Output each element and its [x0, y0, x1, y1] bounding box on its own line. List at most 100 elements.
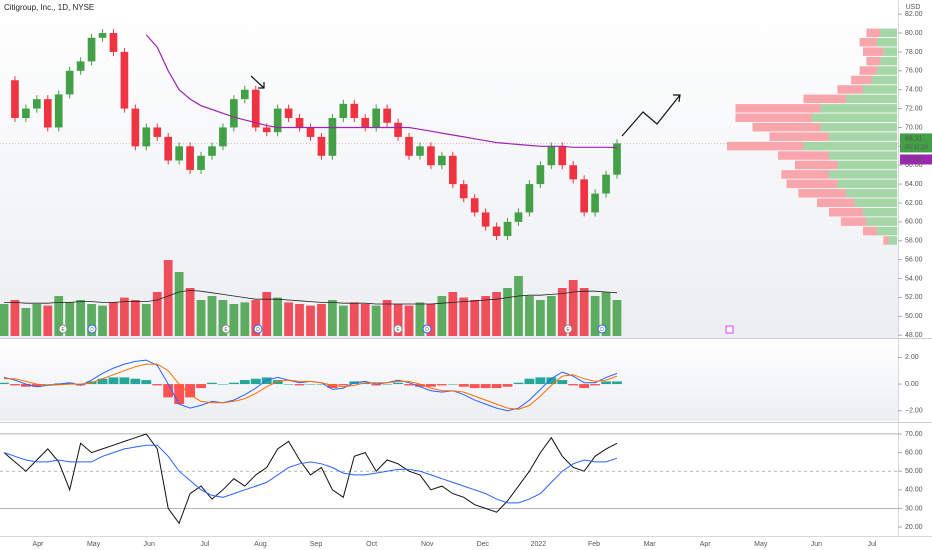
volume-bar: [601, 292, 611, 336]
x-tick-label: Nov: [421, 541, 434, 548]
volume-bar: [65, 302, 75, 336]
candle-body: [284, 108, 293, 119]
profile-down: [863, 226, 877, 236]
volume-bar: [251, 300, 261, 336]
candle-body: [262, 127, 271, 133]
volume-bar: [470, 300, 480, 336]
candle-body: [536, 165, 545, 185]
volume-bar: [240, 302, 250, 336]
event-label: D: [425, 327, 429, 333]
event-marker[interactable]: D: [597, 324, 607, 334]
y-tick-label: 58.00: [905, 238, 923, 245]
candle-body: [175, 146, 183, 161]
macd-histogram: [436, 384, 447, 386]
volume-bar: [481, 296, 491, 336]
candle-body: [317, 136, 326, 156]
candle-body: [120, 51, 129, 109]
event-badge: [563, 324, 573, 334]
volume-bar: [207, 296, 217, 336]
event-marker[interactable]: E: [563, 324, 573, 334]
profile-up: [846, 94, 897, 104]
profile-down: [859, 66, 877, 75]
profile-down: [851, 75, 872, 85]
event-label: E: [224, 327, 228, 333]
profile-up: [880, 56, 897, 66]
volume-bar: [295, 304, 304, 336]
macd-histogram: [546, 377, 557, 385]
candle-body: [230, 99, 238, 128]
event-marker[interactable]: E: [58, 324, 68, 334]
y-tick-label: 2.00: [905, 354, 919, 361]
event-marker[interactable]: [725, 325, 734, 334]
countdown-label: 00:11:20: [905, 145, 929, 151]
volume-bar: [87, 304, 96, 336]
profile-up: [876, 66, 897, 75]
event-marker[interactable]: E: [393, 324, 403, 334]
volume-bar: [590, 296, 600, 336]
candle-body: [405, 136, 413, 156]
ma-last-label: 67.88: [905, 156, 923, 163]
last-price-label: 68.31: [905, 135, 923, 142]
profile-up: [837, 160, 897, 170]
macd-histogram: [524, 378, 535, 385]
volume-bar: [382, 300, 392, 336]
event-badge: [422, 324, 432, 334]
profile-up: [876, 37, 897, 47]
candle-body: [339, 103, 348, 119]
macd-histogram: [404, 384, 414, 386]
candle-body: [438, 155, 446, 166]
macd-histogram: [491, 384, 502, 389]
candle-body: [54, 94, 63, 128]
macd-histogram: [447, 384, 458, 385]
candle-body: [481, 212, 490, 227]
volume-bar: [371, 305, 381, 336]
event-marker[interactable]: D: [422, 324, 432, 334]
candle-body: [131, 108, 140, 147]
y-tick-label: 66.00: [905, 162, 923, 169]
volume-bar: [525, 296, 534, 336]
volume-bar: [557, 288, 567, 336]
volume-bar: [448, 292, 458, 336]
macd-histogram: [382, 384, 393, 385]
candle-body: [65, 70, 74, 95]
event-badge: [253, 324, 263, 334]
candle-body: [470, 198, 479, 213]
candle-body: [602, 174, 610, 194]
volume-bar: [174, 272, 184, 336]
profile-up: [812, 113, 897, 123]
candle-body: [33, 99, 41, 109]
candle-body: [273, 108, 282, 133]
x-tick-label: 2022: [531, 541, 547, 548]
event-marker[interactable]: E: [221, 324, 231, 334]
profile-up: [837, 179, 897, 189]
event-badge: [58, 324, 68, 334]
macd-histogram: [480, 384, 491, 389]
profile-down: [859, 37, 877, 47]
profile-down: [837, 85, 863, 94]
macd-histogram: [108, 377, 119, 385]
y-tick-label: 56.00: [905, 256, 923, 263]
profile-down: [798, 189, 846, 198]
y-tick-label: 76.00: [905, 68, 923, 75]
candle-body: [591, 193, 599, 213]
y-tick-label: 54.00: [905, 275, 923, 282]
macd-histogram: [305, 384, 316, 385]
macd-histogram: [316, 384, 327, 385]
event-marker[interactable]: D: [87, 324, 97, 334]
y-tick-label: 70.00: [905, 124, 923, 131]
macd-histogram: [557, 380, 568, 385]
volume-bar: [284, 302, 293, 336]
candle-body: [448, 155, 457, 185]
profile-up: [829, 132, 897, 141]
candle-body: [350, 103, 359, 119]
event-marker[interactable]: D: [253, 324, 263, 334]
macd-histogram: [218, 384, 228, 385]
volume-bar: [306, 305, 315, 336]
candle-body: [547, 146, 556, 166]
macd-histogram: [294, 384, 305, 386]
profile-down: [817, 198, 855, 207]
macd-histogram: [75, 384, 86, 386]
macd-histogram: [579, 384, 590, 389]
volume-bar: [579, 288, 589, 336]
macd-histogram: [261, 377, 272, 385]
